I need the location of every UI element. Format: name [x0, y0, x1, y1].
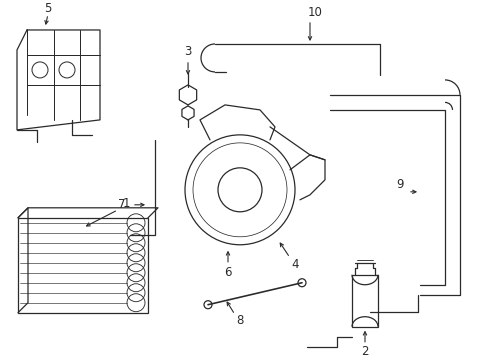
Text: 1: 1 [122, 197, 129, 210]
Text: 5: 5 [44, 3, 52, 15]
Text: 8: 8 [236, 314, 243, 327]
Text: 7: 7 [118, 198, 125, 211]
Text: 4: 4 [291, 258, 298, 271]
Bar [351, 275, 377, 327]
Text: 10: 10 [307, 6, 322, 19]
Text: 6: 6 [224, 266, 231, 279]
Text: 9: 9 [395, 178, 403, 191]
Bar [18, 218, 148, 313]
Circle shape [297, 279, 305, 287]
Circle shape [203, 301, 212, 309]
Text: 2: 2 [361, 345, 368, 358]
Text: 3: 3 [184, 45, 191, 58]
